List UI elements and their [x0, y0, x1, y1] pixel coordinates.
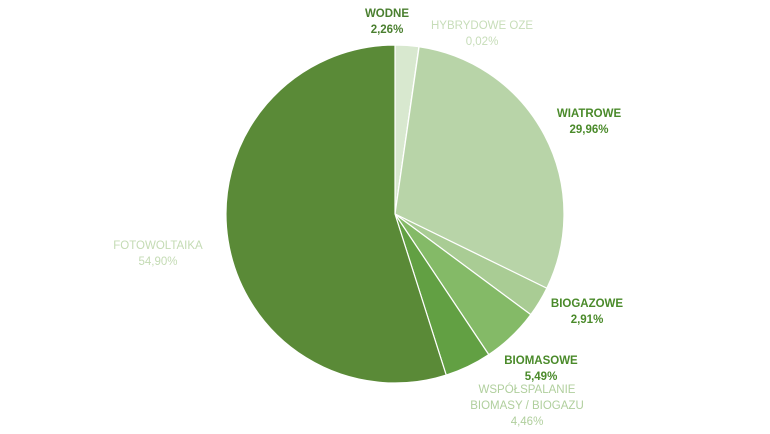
label-hybrydowe-oze: HYBRYDOWE OZE 0,02% [420, 18, 544, 50]
label-wspolspalanie-line2: BIOMASY / BIOGAZU [470, 400, 584, 412]
label-hybrydowe-oze-value: 0,02% [465, 36, 499, 48]
label-biogazowe-value: 2,91% [570, 314, 604, 326]
label-wspolspalanie-line1: WSPÓŁSPALANIE [478, 384, 576, 396]
label-wspolspalanie: WSPÓŁSPALANIE BIOMASY / BIOGAZU 4,46% [452, 382, 602, 430]
label-fotowoltaika-value: 54,90% [138, 256, 178, 268]
label-fotowoltaika: FOTOWOLTAIKA 54,90% [106, 238, 210, 270]
label-wiatrowe: WIATROWE 29,96% [546, 106, 632, 138]
label-biogazowe: BIOGAZOWE 2,91% [544, 296, 630, 328]
pie-slice-fotowoltaika [225, 44, 447, 384]
label-hybrydowe-oze-name: HYBRYDOWE OZE [430, 20, 534, 32]
label-wiatrowe-name: WIATROWE [556, 108, 622, 120]
pie-slice-wiatrowe [394, 46, 565, 290]
label-wodne: WODNE 2,26% [352, 6, 422, 38]
label-biomasowe-name: BIOMASOWE [504, 355, 578, 367]
label-biogazowe-name: BIOGAZOWE [550, 298, 624, 310]
label-wodne-name: WODNE [364, 8, 410, 20]
label-biomasowe-value: 5,49% [524, 371, 558, 383]
label-fotowoltaika-name: FOTOWOLTAIKA [113, 240, 203, 252]
label-wiatrowe-value: 29,96% [569, 124, 609, 136]
label-wodne-value: 2,26% [370, 24, 404, 36]
label-wspolspalanie-value: 4,46% [510, 416, 544, 428]
label-biomasowe: BIOMASOWE 5,49% [498, 353, 584, 385]
